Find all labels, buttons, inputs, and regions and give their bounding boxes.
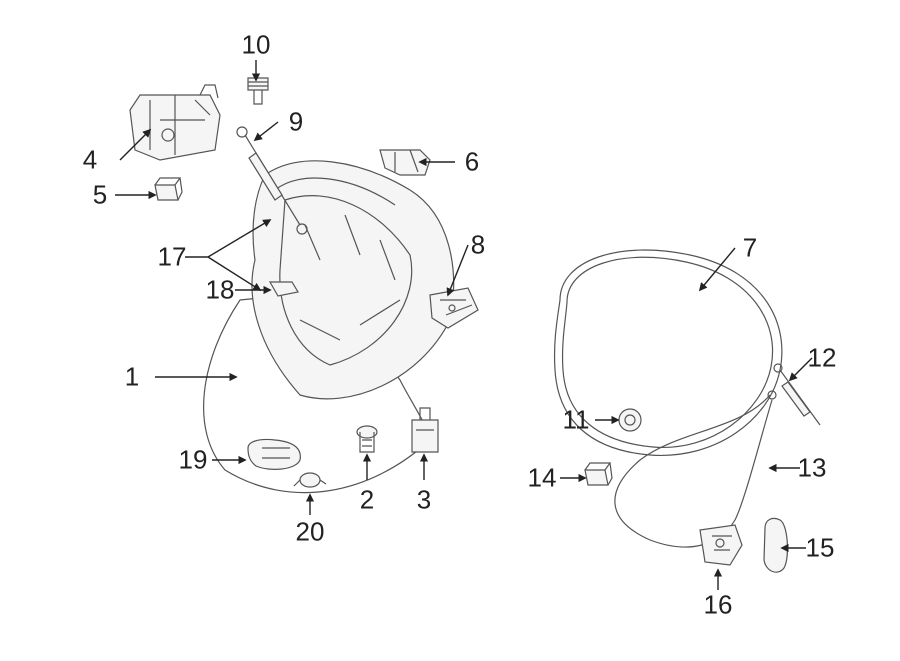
leader-9 xyxy=(255,122,278,140)
part-5-clip xyxy=(155,178,182,200)
callout-number-9: 9 xyxy=(289,107,303,138)
callout-number-6: 6 xyxy=(465,147,479,178)
callout-number-14: 14 xyxy=(528,463,557,494)
callout-number-7: 7 xyxy=(743,233,757,264)
callout-number-3: 3 xyxy=(417,485,431,516)
callout-number-1: 1 xyxy=(125,362,139,393)
part-16-lever xyxy=(700,525,742,565)
part-10-bolt xyxy=(248,78,268,104)
callout-number-12: 12 xyxy=(808,343,837,374)
callout-number-8: 8 xyxy=(471,230,485,261)
part-4-latch xyxy=(130,85,220,160)
part-14-clip xyxy=(585,463,612,485)
callout-number-10: 10 xyxy=(242,30,271,61)
callout-number-16: 16 xyxy=(704,590,733,621)
callout-number-15: 15 xyxy=(806,533,835,564)
diagram-svg xyxy=(0,0,900,661)
leader-lines xyxy=(115,60,812,590)
callout-number-17: 17 xyxy=(158,242,187,273)
callout-number-11: 11 xyxy=(563,405,590,436)
callout-number-13: 13 xyxy=(798,453,827,484)
part-20-bulb xyxy=(294,473,326,487)
part-3-switch xyxy=(412,408,438,452)
part-19-lamp xyxy=(248,439,300,469)
callout-number-5: 5 xyxy=(93,180,107,211)
part-15-pad xyxy=(764,518,787,572)
callout-number-19: 19 xyxy=(179,445,208,476)
part-2-bumper xyxy=(357,426,377,452)
parts-diagram: 1234567891011121314151617181920 xyxy=(0,0,900,661)
callout-number-20: 20 xyxy=(296,517,325,548)
callout-number-2: 2 xyxy=(360,485,374,516)
callout-number-18: 18 xyxy=(206,275,235,306)
callout-number-4: 4 xyxy=(83,145,97,176)
part-11-bumper xyxy=(619,409,641,431)
